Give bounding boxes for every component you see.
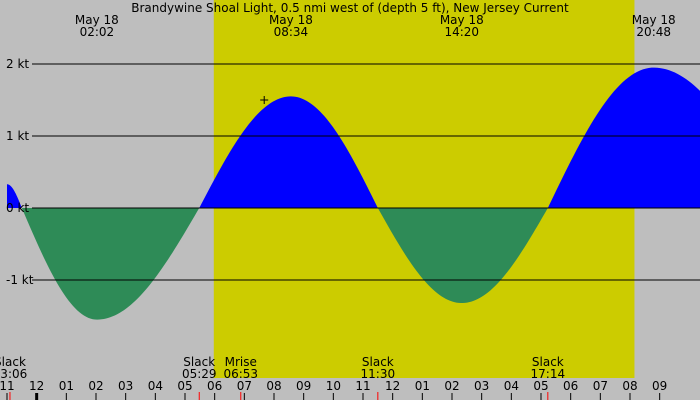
hour-tick-label: 06 bbox=[563, 379, 578, 393]
extreme-date-label: May 18 bbox=[440, 13, 484, 27]
event-time: 06:53 bbox=[223, 367, 258, 381]
hour-tick-label: 11 bbox=[355, 379, 370, 393]
hour-tick-label: 04 bbox=[148, 379, 163, 393]
hour-tick-label: 03 bbox=[474, 379, 489, 393]
hour-tick-label: 08 bbox=[622, 379, 637, 393]
event-label: Slack bbox=[532, 355, 564, 369]
extreme-date-label: May 18 bbox=[269, 13, 313, 27]
hour-tick-label: 02 bbox=[88, 379, 103, 393]
current-areas bbox=[7, 67, 700, 320]
ebb-area bbox=[21, 208, 200, 320]
grid-lines bbox=[32, 63, 700, 281]
extreme-time-label: 08:34 bbox=[274, 25, 309, 39]
y-tick-label: -1 kt bbox=[6, 273, 34, 287]
event-label: Mrise bbox=[225, 355, 257, 369]
chart-title: Brandywine Shoal Light, 0.5 nmi west of … bbox=[131, 1, 569, 15]
flood-area bbox=[7, 184, 22, 208]
flood-area bbox=[547, 67, 700, 208]
extreme-time-label: 02:02 bbox=[80, 25, 115, 39]
y-tick-label: 0 kt bbox=[6, 201, 29, 215]
hour-tick-label: 11 bbox=[0, 379, 15, 393]
hour-tick-label: 12 bbox=[385, 379, 400, 393]
hour-tick-label: 02 bbox=[444, 379, 459, 393]
event-label: Slack bbox=[362, 355, 394, 369]
y-tick-label: 2 kt bbox=[6, 57, 29, 71]
extreme-time-label: 14:20 bbox=[444, 25, 479, 39]
extreme-date-label: May 18 bbox=[632, 13, 676, 27]
hour-tick-label: 01 bbox=[59, 379, 74, 393]
event-labels: Slack23:06Slack05:29Mrise06:53Slack11:30… bbox=[0, 355, 565, 381]
extreme-date-label: May 18 bbox=[75, 13, 119, 27]
event-label: Slack bbox=[0, 355, 26, 369]
hour-tick-label: 09 bbox=[296, 379, 311, 393]
event-time: 11:30 bbox=[361, 367, 396, 381]
event-time: 05:29 bbox=[182, 367, 217, 381]
flood-area bbox=[199, 96, 378, 208]
event-time: 23:06 bbox=[0, 367, 27, 381]
hour-tick-label: 06 bbox=[207, 379, 222, 393]
hour-axis: 11 12 01 02 03 04 05 06 07 08 09 10 11 12 01 02 03 04 05 06… bbox=[0, 379, 667, 400]
ebb-area bbox=[377, 208, 548, 304]
hour-tick-label: 12 bbox=[29, 379, 44, 393]
hour-tick-label: 09 bbox=[652, 379, 667, 393]
extreme-time-label: 20:48 bbox=[636, 25, 671, 39]
hour-tick-label: 07 bbox=[593, 379, 608, 393]
event-label: Slack bbox=[183, 355, 215, 369]
y-axis-labels: 2 kt 1 kt 0 kt -1 kt bbox=[6, 57, 34, 287]
event-time: 17:14 bbox=[531, 367, 566, 381]
hour-tick-label: 04 bbox=[504, 379, 519, 393]
hour-tick-label: 08 bbox=[266, 379, 281, 393]
hour-tick-label: 07 bbox=[237, 379, 252, 393]
hour-tick-label: 03 bbox=[118, 379, 133, 393]
hour-tick-label: 05 bbox=[177, 379, 192, 393]
y-tick-label: 1 kt bbox=[6, 129, 29, 143]
peak-marker bbox=[260, 96, 269, 104]
hour-tick-label: 05 bbox=[533, 379, 548, 393]
hour-tick-label: 10 bbox=[326, 379, 341, 393]
hour-tick-label: 01 bbox=[415, 379, 430, 393]
